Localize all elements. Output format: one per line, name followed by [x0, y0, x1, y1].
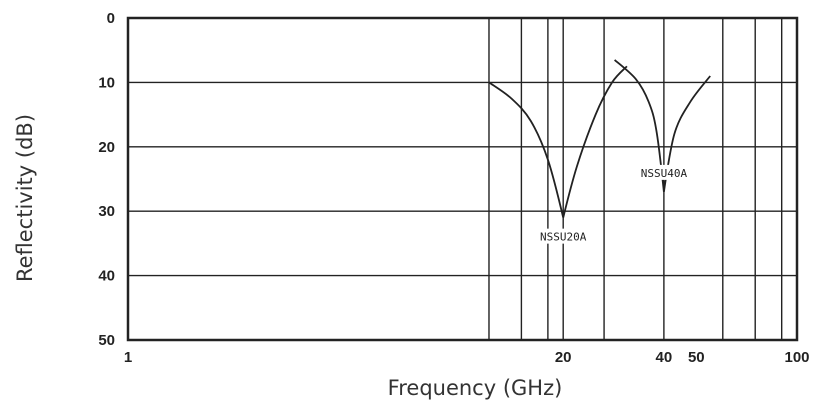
y-axis-label: Reflectivity (dB): [13, 114, 37, 282]
y-tick-label: 50: [98, 332, 115, 349]
x-tick-label: 100: [784, 349, 809, 366]
y-tick-label: 20: [98, 139, 115, 156]
y-tick-label: 10: [98, 74, 115, 91]
y-tick-label: 30: [98, 203, 115, 220]
x-tick-label: 50: [688, 349, 705, 366]
curve-labels: NSSU20A NSSU40A: [526, 164, 701, 244]
x-tick-label: 20: [555, 349, 572, 366]
curve-nssu20a: [488, 65, 628, 218]
x-tick-label: 1: [124, 349, 132, 366]
curve-label: NSSU20A: [540, 231, 587, 244]
y-axis-ticks: 0 10 20 30 40 50: [98, 10, 115, 349]
y-tick-label: 0: [107, 10, 115, 27]
curve-label: NSSU40A: [641, 167, 688, 180]
x-axis-label: Frequency (GHz): [388, 376, 563, 400]
x-axis-ticks: 1 20 40 50 100: [124, 349, 810, 366]
curve-label-bg: [526, 228, 601, 244]
curve-label-bg: [626, 164, 701, 180]
plot-frame: [126, 16, 799, 342]
curves: [488, 59, 711, 218]
y-tick-label: 40: [98, 268, 115, 285]
x-tick-label: 40: [656, 349, 673, 366]
